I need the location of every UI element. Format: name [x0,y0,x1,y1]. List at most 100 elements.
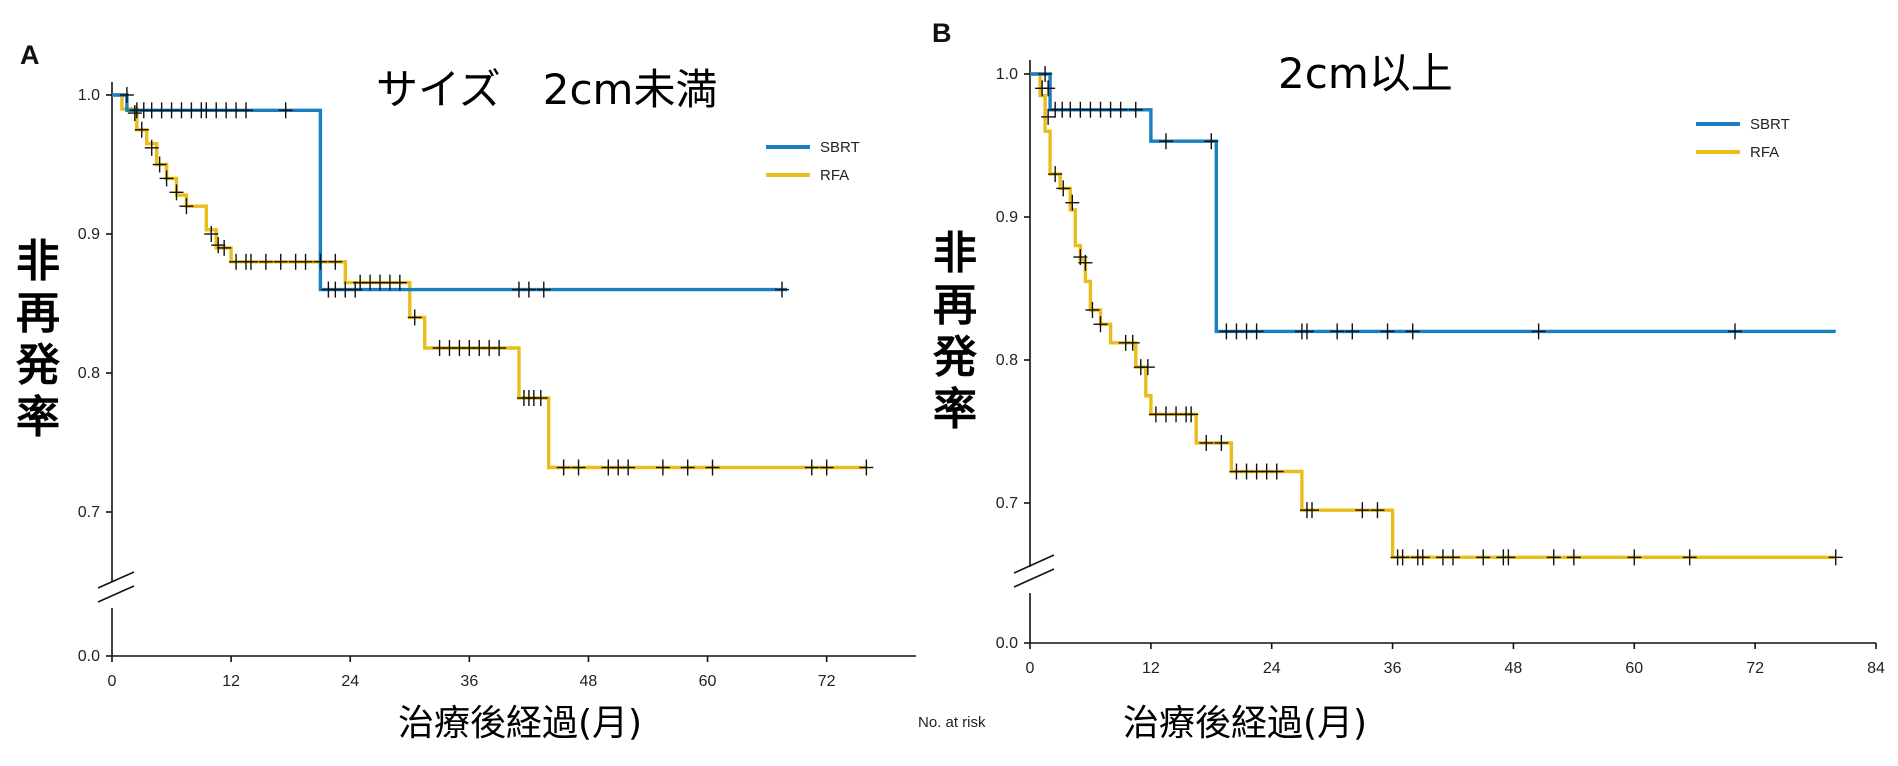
panel-a-series-rfa-line [112,93,867,470]
panel-b-censor-mark-rfa [1078,254,1093,271]
panel-a-y-ticks: 0.0 0.7 0.8 0.9 1.0 [78,87,112,665]
panel-b-censor-mark-sbrt [1128,101,1143,118]
panel-a-censor-mark-rfa [152,156,167,173]
panel-b-censor-mark-sbrt [1345,323,1360,340]
panel-b-y-tick-label: 0.9 [996,209,1018,226]
panel-b-censor-mark-sbrt [1158,133,1173,150]
panel-b-censor-mark-sbrt [1405,323,1420,340]
panel-a-y-tick-label: 0.0 [78,648,100,665]
panel-a-legend-label-rfa: RFA [820,167,849,184]
panel-b-legend-label-sbrt: SBRT [1750,116,1790,133]
panel-a-y-tick-label: 0.9 [78,226,100,243]
panel-a-x-tick-label: 72 [818,673,836,690]
panel-b-censor-mark-sbrt [1041,80,1056,97]
panel-b-series-sbrt-line [1030,72,1836,334]
panel-a-censor-mark-rfa [298,253,313,270]
panel-b-censor-mark-rfa [1446,549,1460,566]
panel-a-censor-mark-rfa [655,459,670,476]
panel-b-censor-mark-rfa [1125,334,1140,351]
panel-b-censor-mark-rfa [1828,549,1843,566]
panel-a-censor-mark-rfa [119,87,134,103]
panel-a-x-tick-label: 12 [222,673,240,690]
panel-b-censor-mark-rfa [1501,549,1516,566]
panel-a-censor-mark-rfa [621,459,636,476]
panel-b-ylabel: 非再発率 [932,228,978,435]
panel-a-censor-mark-sbrt [521,281,536,298]
panel-b-censor-mark-rfa [1627,549,1642,566]
panel-a-censor-mark-rfa [134,121,149,138]
panel-b-y-tick-label: 1.0 [996,66,1018,83]
panel-a-censor-mark-rfa [680,459,695,476]
panel-b-x-tick-label: 0 [1026,660,1035,677]
panel-b-y-ticks: 0.0 0.7 0.8 0.9 1.0 [996,66,1030,652]
panel-a-y-tick-label: 0.7 [78,504,100,521]
panel-b-censor-mark-rfa [1546,549,1561,566]
panel-a-censor-mark-rfa [492,339,507,356]
panel-a-censor-mark-rfa [179,198,194,215]
panel-b-series [1030,66,1843,566]
panel-a-censor-mark-rfa [705,459,720,476]
panel-b-censor-mark-rfa [1566,549,1581,566]
panel-b-ylabel-char-1: 非再発率 [932,228,978,435]
panel-b-censor-mark-rfa [1214,434,1229,451]
panel-a-censor-mark-rfa [273,253,288,270]
panel-b-censor-mark-sbrt [1038,66,1053,82]
panel-b-censor-mark-rfa [1093,316,1108,333]
panel-a-censor-mark-rfa [328,253,343,270]
panel-b-xlabel: 治療後経過(月) [1123,703,1367,744]
panel-b-censor-mark-sbrt [1380,323,1395,340]
panel-b-y-tick-label: 0.7 [996,495,1018,512]
panel-b-censor-mark-sbrt [1299,323,1314,340]
panel-a-ylabel: 非再発率 [15,236,61,443]
panel-b-censor-mark-rfa [1370,502,1385,519]
panel-a-title: サイズ 2cm未満 [376,65,717,114]
panel-b-censor-mark-rfa [1199,434,1214,451]
panel-b-legend: SBRT RFA [1696,116,1790,161]
panel-a-censor-mark-sbrt [348,281,363,298]
panel-b-censor-mark-sbrt [1531,323,1546,340]
panel-b-censor-mark-rfa [1682,549,1697,566]
panel-a-censor-mark-rfa [243,253,258,270]
panel-a-censor-mark-rfa [571,459,586,476]
panel-b-censor-mark-rfa [1065,194,1080,211]
panel-a-y-tick-label: 1.0 [78,87,100,104]
panel-a-censor-mark-rfa [217,239,232,256]
panel-a-censor-mark-rfa [144,139,159,156]
panel-b-axis-break-mark-1 [1013,554,1055,574]
panel-b-x-tick-label: 72 [1746,660,1764,677]
no-at-risk-label: No. at risk [918,714,986,731]
panel-b-censor-mark-sbrt [1330,323,1345,340]
panel-a-censor-mark-rfa [313,253,328,270]
panel-b-axes [1013,60,1876,644]
panel-b-censor-mark-rfa [1085,301,1100,318]
panel-b-censor-mark-rfa [1184,406,1199,423]
panel-a-x-tick-label: 48 [580,673,598,690]
panel-label-a: A [20,40,40,70]
panel-b-censor-mark-sbrt [1728,323,1742,340]
panel-a-legend: SBRT RFA [766,139,860,184]
panel-b-censor-mark-sbrt [1249,323,1264,340]
panel-a-censor-mark-rfa [159,170,174,187]
panel-a-censor-mark-rfa [169,184,184,201]
panel-b-censor-mark-sbrt [1113,101,1128,118]
panel-b-y-tick-label: 0.8 [996,352,1018,369]
panel-b-y-tick-label: 0.0 [996,635,1018,652]
panel-a-legend-label-sbrt: SBRT [820,139,860,156]
panel-a-axes [97,82,916,657]
panel-b-x-tick-label: 48 [1505,660,1523,677]
panel-a-censor-mark-rfa [127,105,142,122]
panel-a-censor-mark-rfa [859,459,874,476]
panel-a-x-tick-label: 0 [108,673,117,690]
panel-a-censor-mark-rfa [392,274,407,291]
panel-b-x-tick-label: 24 [1263,660,1281,677]
panel-a-censor-mark-rfa [407,309,422,326]
panel-a-series [112,87,874,476]
panel-a-x-ticks: 0 12 24 36 48 60 72 [108,656,836,690]
panel-a-axis-break-mark-1 [97,571,135,589]
panel-a-y-tick-label: 0.8 [78,365,100,382]
panel-b-x-ticks: 0 12 24 36 48 60 72 84 [1026,643,1885,677]
chart-panel-b: B 2cm以上 非再発率 治療後経過(月) 0.0 0.7 0.8 0.9 1.0 0 1… [932,18,1885,744]
panel-b-censor-mark-rfa [1355,502,1370,519]
panel-b-censor-mark-rfa [1476,549,1491,566]
